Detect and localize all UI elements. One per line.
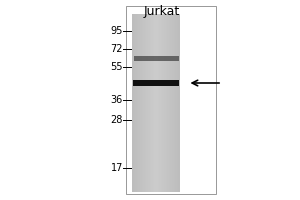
Bar	[170, 14, 172, 192]
Bar	[150, 14, 151, 192]
Bar	[164, 14, 166, 192]
Bar	[143, 14, 145, 192]
Bar	[174, 14, 175, 192]
Bar	[140, 14, 142, 192]
Bar	[148, 14, 150, 192]
Bar	[159, 14, 161, 192]
Bar	[138, 14, 140, 192]
Bar	[175, 14, 177, 192]
Bar	[158, 14, 159, 192]
Bar	[126, 6, 216, 194]
Bar	[166, 14, 167, 192]
Text: 28: 28	[111, 115, 123, 125]
Bar	[151, 14, 153, 192]
Text: 95: 95	[111, 26, 123, 36]
Bar	[162, 14, 164, 192]
Bar	[172, 14, 174, 192]
Text: 17: 17	[111, 163, 123, 173]
Bar	[137, 14, 138, 192]
Text: Jurkat: Jurkat	[144, 5, 180, 18]
Bar	[134, 56, 178, 61]
Bar	[133, 80, 179, 86]
Bar	[146, 14, 148, 192]
Bar	[167, 14, 169, 192]
Bar	[177, 14, 178, 192]
Bar	[156, 14, 158, 192]
Text: 55: 55	[110, 62, 123, 72]
Bar	[178, 14, 180, 192]
Bar	[161, 14, 162, 192]
Bar	[134, 14, 135, 192]
Bar	[169, 14, 170, 192]
Text: 36: 36	[111, 95, 123, 105]
Bar	[153, 14, 154, 192]
Bar	[145, 14, 146, 192]
Bar	[132, 14, 134, 192]
Bar	[154, 14, 156, 192]
Text: 72: 72	[110, 44, 123, 54]
Bar	[142, 14, 143, 192]
Bar	[135, 14, 137, 192]
